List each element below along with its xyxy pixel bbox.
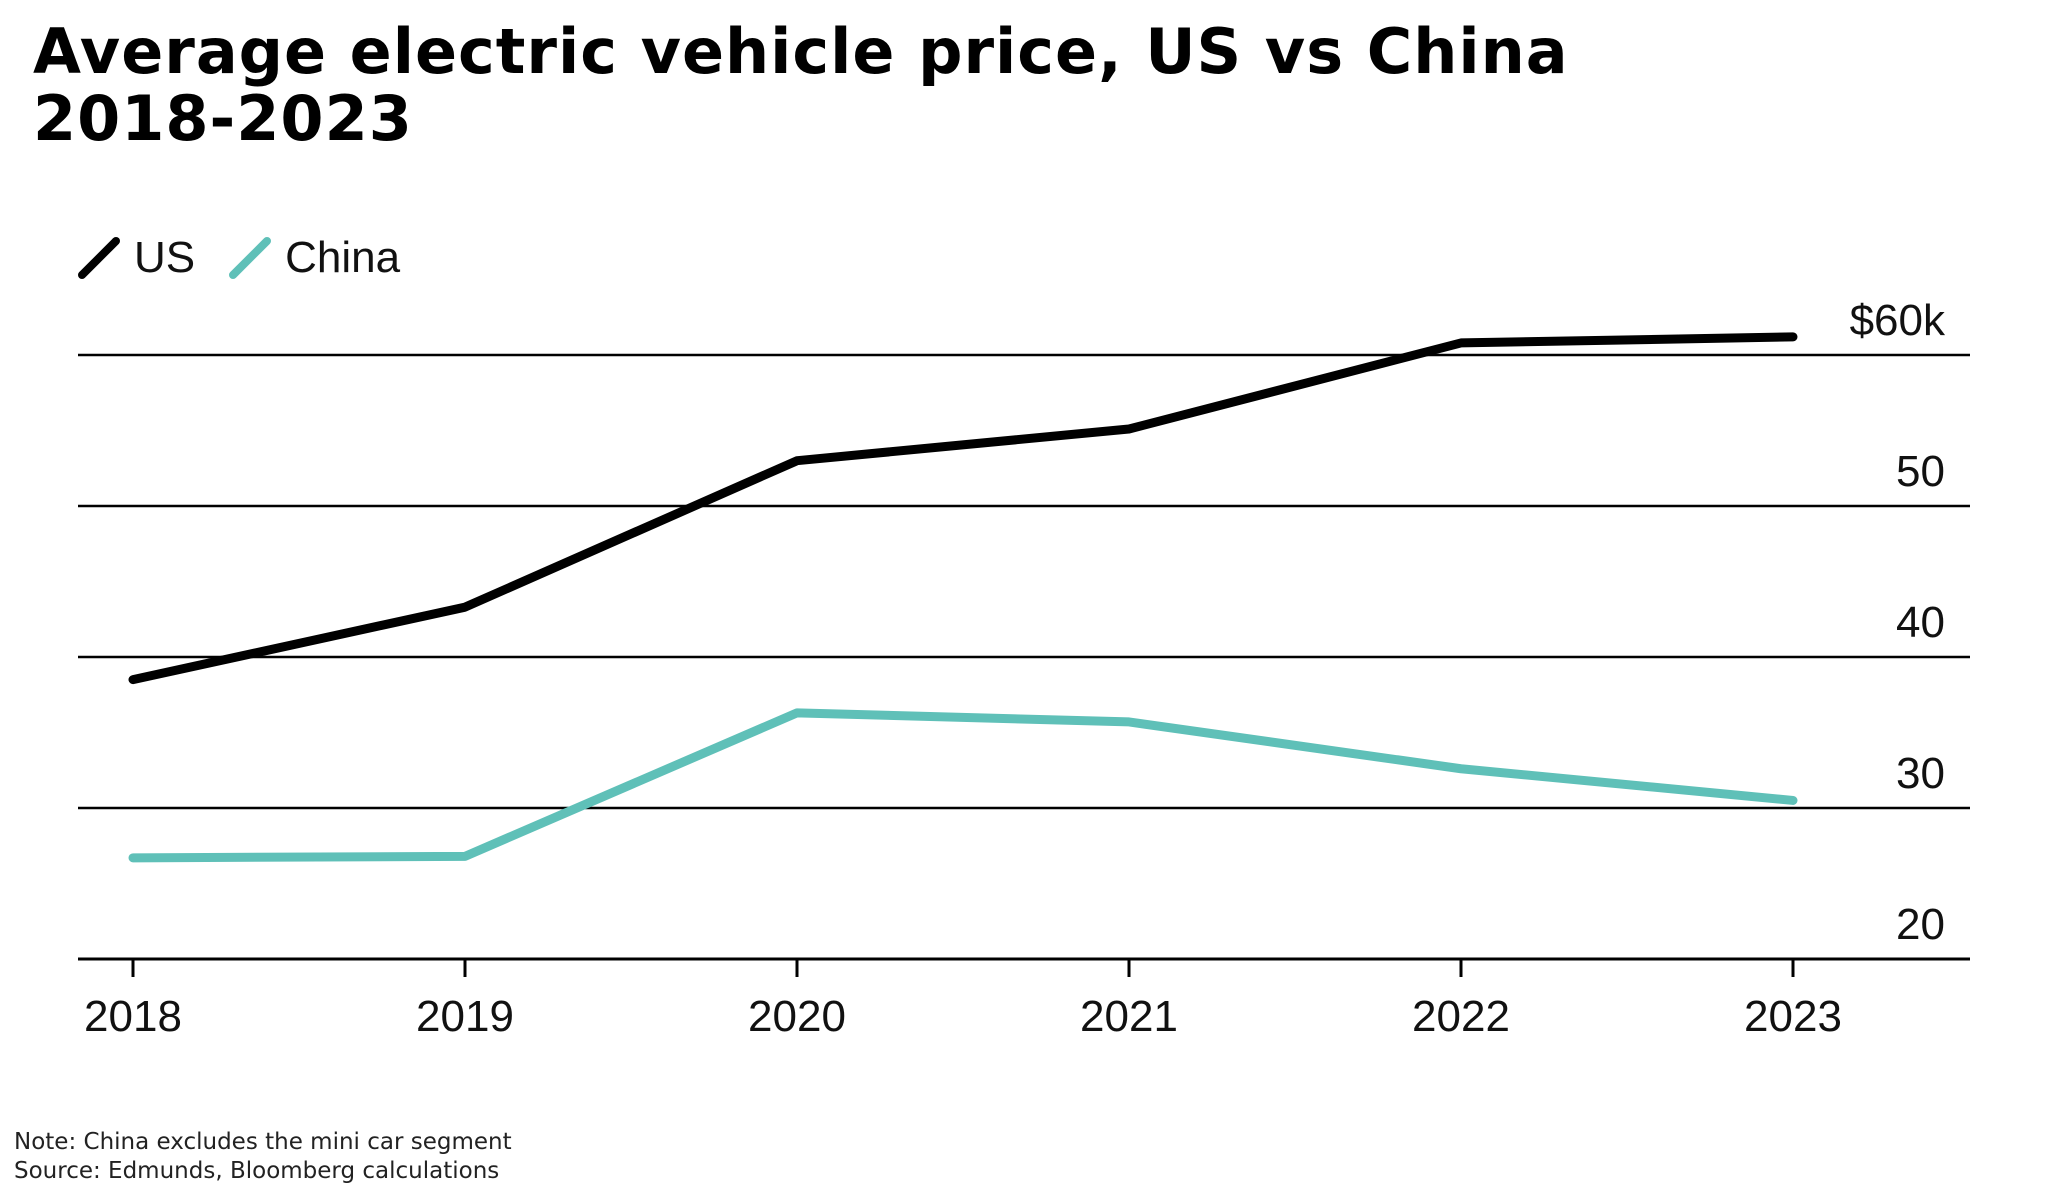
data-point-us-2020 — [796, 460, 798, 462]
series-line-us — [128, 332, 1798, 685]
chart-title-line-2: 2018-2023 — [33, 82, 413, 155]
chart-title-line-1: Average electric vehicle price, US vs Ch… — [33, 15, 1569, 88]
x-tick-label-2023: 2023 — [1744, 992, 1842, 1041]
data-point-china-2022 — [1460, 768, 1462, 770]
x-tick-label-2020: 2020 — [748, 992, 846, 1041]
chart-note: Note: China excludes the mini car segmen… — [14, 1129, 512, 1155]
chart-notes: Note: China excludes the mini car segmen… — [14, 1128, 512, 1186]
x-tick-label-2022: 2022 — [1412, 992, 1510, 1041]
legend-label-china: China — [285, 233, 401, 282]
y-tick-label-50: 50 — [1896, 447, 1945, 496]
y-tick-label-40: 40 — [1896, 598, 1945, 647]
legend-item-us: US — [78, 233, 195, 283]
chart-legend: US China — [78, 228, 434, 288]
y-tick-label-30: 30 — [1896, 749, 1945, 798]
x-tick-label-2018: 2018 — [84, 992, 182, 1041]
y-tick-label-60: $60k — [1850, 296, 1946, 345]
data-point-china-2018 — [132, 857, 134, 859]
legend-swatch-china — [229, 237, 272, 279]
legend-label-us: US — [134, 233, 196, 282]
data-point-china-2020 — [796, 712, 798, 714]
chart-source: Source: Edmunds, Bloomberg calculations — [14, 1158, 500, 1184]
data-point-us-2019 — [464, 606, 466, 608]
data-point-us-2021 — [1128, 428, 1130, 430]
legend-swatch-us — [78, 237, 120, 279]
data-point-us-2023 — [1792, 336, 1794, 338]
series-line-china — [128, 708, 1798, 863]
chart-title: Average electric vehicle price, US vs Ch… — [33, 18, 1569, 152]
data-point-china-2019 — [464, 855, 466, 857]
x-tick-label-2019: 2019 — [416, 992, 514, 1041]
data-point-china-2021 — [1128, 721, 1130, 723]
legend-item-china: China — [229, 233, 400, 283]
data-point-us-2022 — [1460, 342, 1462, 344]
y-tick-label-20: 20 — [1896, 900, 1945, 949]
data-point-china-2023 — [1792, 799, 1794, 801]
x-tick-label-2021: 2021 — [1080, 992, 1178, 1041]
data-point-us-2018 — [132, 679, 134, 681]
